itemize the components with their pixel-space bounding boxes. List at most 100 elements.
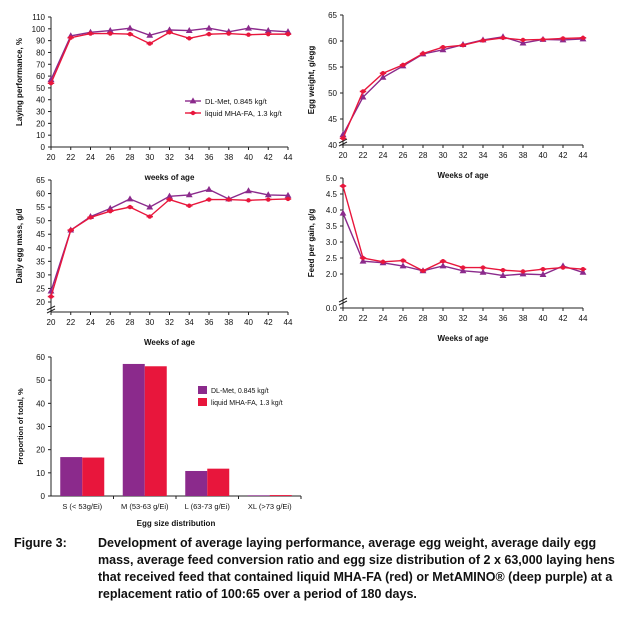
- y-tick-label: 40: [36, 96, 45, 105]
- y-tick-label: 30: [36, 108, 45, 117]
- x-tick-label: 42: [264, 153, 273, 162]
- legend-label-mha: liquid MHA-FA, 1.3 kg/t: [205, 109, 283, 118]
- data-point: [187, 36, 192, 41]
- data-point: [266, 31, 271, 37]
- data-point: [48, 294, 54, 299]
- x-tick-label: 44: [284, 318, 293, 327]
- legend-marker-dlmet: [189, 97, 197, 104]
- y-tick-label: 35: [36, 257, 45, 266]
- x-tick-label: 28: [419, 151, 428, 160]
- x-tick-label: 40: [539, 151, 548, 160]
- data-point: [264, 26, 272, 33]
- data-point: [540, 267, 546, 272]
- data-point: [205, 185, 213, 192]
- y-tick-label: 100: [32, 25, 46, 34]
- data-point: [285, 31, 291, 37]
- data-point: [88, 215, 93, 220]
- data-point: [540, 37, 546, 42]
- y-tick-label: 3.0: [326, 238, 338, 247]
- y-axis-label: Daily egg mass, g/d: [15, 209, 24, 284]
- data-point: [480, 265, 486, 270]
- data-point: [285, 196, 291, 202]
- x-axis-label: weeks of age: [144, 173, 195, 182]
- data-point: [146, 203, 154, 210]
- data-point: [127, 31, 133, 37]
- series-line-dlmet: [50, 27, 289, 80]
- axis-break: [46, 305, 56, 314]
- x-tick-label: M (53-63 g/Ei): [121, 502, 169, 511]
- y-tick-label: 65: [36, 176, 45, 185]
- data-point: [420, 268, 426, 273]
- line-chart-1: 0 10 20 30 40 50 60 70 80 90 100 110 20 22 24 26 28 30 32 3…: [15, 13, 293, 182]
- series-line-mha: [50, 198, 289, 297]
- data-point: [519, 39, 527, 46]
- data-point: [147, 41, 152, 46]
- x-tick-label: 30: [439, 151, 448, 160]
- x-tick-label: 30: [145, 318, 154, 327]
- x-tick-label: 26: [399, 314, 408, 323]
- data-point: [185, 26, 193, 33]
- y-tick-label: 50: [328, 89, 337, 98]
- data-point: [147, 214, 152, 219]
- y-tick-label: 65: [328, 11, 337, 20]
- y-tick-label: 55: [36, 203, 45, 212]
- legend-label-mha: liquid MHA-FA, 1.3 kg/t: [211, 400, 283, 407]
- data-point: [379, 73, 387, 80]
- data-point: [340, 136, 346, 141]
- legend-swatch-dlmet: [198, 386, 207, 394]
- x-tick-label: 36: [499, 314, 508, 323]
- x-tick-label: 38: [224, 318, 233, 327]
- y-tick-label: 2.5: [326, 254, 338, 263]
- y-tick-label: 60: [36, 190, 45, 199]
- data-point: [68, 227, 73, 233]
- data-point: [126, 195, 134, 202]
- x-axis-label: Weeks of age: [144, 338, 196, 347]
- y-tick-label: 4.5: [326, 190, 338, 199]
- x-tick-label: 40: [244, 153, 253, 162]
- x-tick-label: 30: [145, 153, 154, 162]
- y-tick-label: 60: [328, 37, 337, 46]
- bar-dlmet: [60, 457, 83, 496]
- x-axis-label: Weeks of age: [438, 334, 490, 343]
- y-tick-label: 40: [36, 399, 45, 408]
- y-tick-label: 70: [36, 60, 45, 69]
- x-tick-label: 42: [559, 151, 568, 160]
- y-tick-label: 20: [36, 446, 45, 455]
- x-tick-label: 38: [519, 151, 528, 160]
- x-tick-label: L (63-73 g/Ei): [185, 502, 231, 511]
- bar-mha: [144, 366, 167, 496]
- bar-dlmet: [185, 470, 208, 496]
- data-point: [359, 93, 367, 100]
- x-tick-label: 44: [579, 314, 588, 323]
- data-point: [459, 267, 467, 274]
- x-tick-label: 36: [205, 318, 214, 327]
- series-line-mha: [50, 31, 288, 84]
- axis-break: [338, 138, 348, 147]
- x-tick-label: 28: [419, 314, 428, 323]
- data-point: [106, 204, 114, 211]
- y-tick-label: 45: [36, 230, 45, 239]
- data-point: [339, 209, 347, 216]
- data-point: [560, 36, 566, 41]
- x-tick-label: 40: [244, 318, 253, 327]
- data-point: [264, 191, 272, 198]
- y-tick-label: 25: [36, 284, 45, 293]
- data-point: [167, 197, 172, 202]
- data-point: [166, 192, 173, 199]
- x-tick-label: 32: [165, 318, 174, 327]
- y-tick-label: 2.0: [326, 270, 338, 279]
- y-tick-label: 60: [36, 72, 45, 81]
- data-point: [146, 31, 154, 38]
- data-point: [400, 62, 406, 68]
- x-tick-label: 26: [399, 151, 408, 160]
- data-point: [500, 35, 506, 41]
- x-tick-label: 20: [339, 151, 348, 160]
- caption-label: Figure 3:: [14, 536, 67, 550]
- x-tick-label: 42: [264, 318, 273, 327]
- data-point: [420, 51, 426, 56]
- y-axis-label: Laying performance, %: [15, 38, 24, 126]
- x-tick-label: 26: [106, 153, 115, 162]
- data-point: [399, 262, 407, 269]
- data-point: [360, 255, 366, 261]
- y-tick-label: 80: [36, 48, 45, 57]
